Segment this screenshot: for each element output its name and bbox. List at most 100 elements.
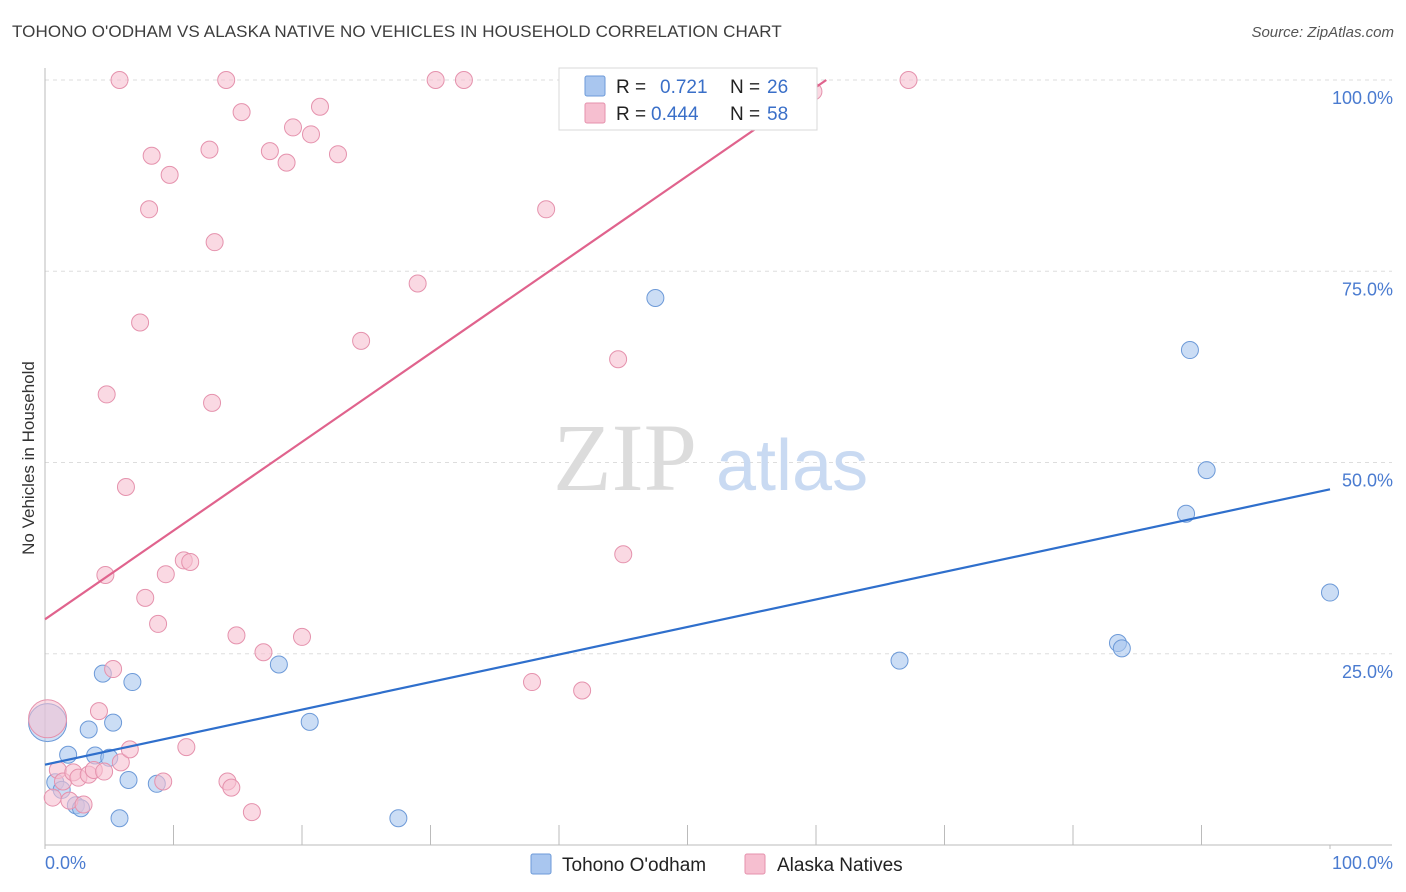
legend-pink-swatch [584, 102, 606, 124]
tohono-point-25 [1321, 583, 1339, 602]
chart-title: TOHONO O'ODHAM VS ALASKA NATIVE NO VEHIC… [12, 22, 782, 41]
bottom-legend-pink-label: Alaska Natives [777, 855, 903, 876]
tohono-point-21 [1112, 639, 1131, 658]
tohono-point-13 [123, 673, 142, 692]
y-axis-label: No Vehicles in Household [19, 361, 38, 555]
series-tohono-points [28, 289, 1339, 828]
alaska-point-13 [97, 385, 116, 404]
y-tick-labels: 25.0% 50.0% 75.0% 100.0% [1332, 88, 1393, 682]
alaska-point-36 [227, 626, 246, 645]
alaska-point-1 [43, 788, 62, 807]
x-tick-label-0: 0.0% [45, 853, 86, 873]
trend-lines [44, 79, 1331, 766]
alaska-point-43 [293, 627, 311, 646]
alaska-point-38 [242, 803, 261, 822]
alaska-point-25 [156, 565, 175, 584]
x-tick-labels: 0.0% 100.0% [45, 853, 1393, 873]
alaska-point-46 [328, 145, 347, 164]
legend-pink-n-value: 58 [767, 104, 788, 125]
alaska-point-45 [310, 97, 329, 116]
tohono-point-22 [1177, 504, 1196, 523]
alaska-point-40 [260, 142, 279, 161]
alaska-point-39 [254, 643, 273, 662]
legend-blue-n-value: 26 [767, 77, 788, 98]
legend-pink-n-label: N = [730, 104, 760, 125]
alaska-point-41 [277, 153, 296, 172]
alaska-point-51 [523, 673, 542, 692]
y-tick-label-0: 25.0% [1342, 662, 1393, 682]
bottom-legend-blue-swatch [530, 853, 552, 875]
tohono-point-23 [1180, 341, 1199, 360]
alaska-point-26 [160, 165, 179, 184]
legend-blue-r-label: R = [616, 77, 646, 98]
alaska-point-54 [609, 350, 628, 369]
alaska-point-31 [203, 393, 222, 412]
alaska-point-44 [301, 125, 320, 144]
alaska-point-32 [205, 233, 224, 252]
alaska-point-17 [116, 477, 135, 496]
alaska-point-21 [140, 200, 159, 219]
y-tick-label-1: 50.0% [1342, 471, 1393, 491]
alaska-point-22 [142, 146, 161, 165]
tohono-trend-line [44, 488, 1331, 766]
tohono-point-15 [269, 655, 288, 674]
alaska-point-48 [408, 274, 427, 293]
tohono-point-16 [300, 712, 319, 731]
tohono-point-18 [646, 289, 665, 308]
legend-blue-n-label: N = [730, 77, 760, 98]
bottom-legend-blue-label: Tohono O'odham [562, 855, 706, 876]
legend-blue-swatch [584, 75, 606, 97]
tohono-point-19 [890, 651, 909, 670]
tohono-point-12 [119, 770, 138, 789]
alaska-point-10 [89, 702, 108, 721]
axes [44, 68, 1392, 849]
tohono-point-11 [110, 809, 129, 828]
alaska-point-55 [614, 545, 633, 564]
x-tick-label-1: 100.0% [1332, 853, 1393, 873]
alaska-point-29 [181, 552, 200, 571]
watermark-zip: ZIP [553, 404, 697, 511]
tohono-point-6 [79, 720, 98, 739]
tohono-point-17 [389, 809, 408, 828]
alaska-point-52 [537, 200, 556, 219]
alaska-point-28 [177, 738, 196, 757]
alaska-point-20 [136, 588, 155, 607]
legend-blue-r-value: 0.721 [660, 77, 708, 98]
series-legend: Tohono O'odham Alaska Natives [530, 853, 903, 876]
gridlines [45, 79, 1392, 655]
alaska-point-12 [96, 565, 115, 584]
alaska-point-24 [154, 772, 173, 791]
alaska-point-49 [426, 71, 445, 89]
alaska-point-0 [28, 699, 68, 739]
alaska-point-14 [104, 660, 123, 679]
alaska-point-15 [110, 71, 129, 89]
legend-pink-r-label: R = [616, 104, 646, 125]
tohono-point-10 [104, 713, 123, 732]
chart-source: Source: ZipAtlas.com [1251, 24, 1394, 41]
alaska-point-30 [200, 140, 219, 159]
alaska-point-16 [111, 753, 130, 772]
y-tick-label-2: 75.0% [1342, 279, 1393, 299]
alaska-point-11 [95, 762, 114, 781]
y-tick-label-3: 100.0% [1332, 88, 1393, 108]
alaska-point-50 [454, 71, 473, 89]
alaska-point-19 [131, 313, 150, 332]
alaska-trend-line [44, 79, 827, 621]
alaska-point-42 [284, 118, 303, 137]
bottom-legend-pink-swatch [744, 853, 766, 875]
alaska-point-47 [352, 331, 371, 350]
alaska-point-53 [573, 681, 592, 700]
alaska-point-37 [232, 103, 251, 122]
watermark-atlas: atlas [716, 426, 868, 506]
alaska-point-23 [149, 614, 168, 633]
watermark: ZIP atlas [553, 404, 868, 511]
correlation-legend: R = 0.721 N = 26 R = 0.444 N = 58 [558, 67, 818, 131]
alaska-point-33 [217, 71, 236, 89]
alaska-point-18 [120, 740, 139, 759]
tohono-point-24 [1197, 461, 1216, 480]
alaska-point-57 [899, 71, 918, 89]
legend-pink-r-value: 0.444 [651, 104, 699, 125]
alaska-point-7 [74, 795, 93, 814]
alaska-point-35 [222, 778, 241, 797]
